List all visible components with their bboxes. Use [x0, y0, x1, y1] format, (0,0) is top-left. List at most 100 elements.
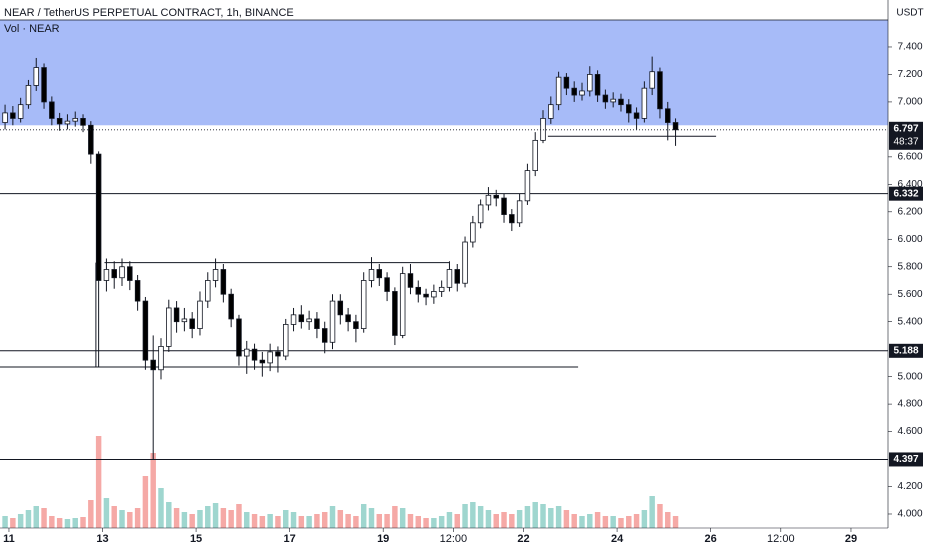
volume-bar: [236, 504, 242, 528]
candle-body: [197, 300, 203, 329]
volume-bar: [189, 514, 195, 528]
candle-body: [337, 300, 344, 316]
volume-bar: [485, 510, 492, 528]
candle-body: [649, 71, 655, 89]
volume-bar: [353, 516, 359, 528]
volume-bar: [376, 514, 383, 528]
volume-bar: [111, 506, 117, 528]
volume-bar: [142, 476, 149, 528]
candle-body: [298, 314, 305, 323]
candle-body: [181, 318, 188, 323]
candle-body: [485, 194, 492, 206]
volume-bar: [649, 496, 655, 528]
candle-body: [321, 328, 328, 343]
candle-body: [446, 269, 453, 288]
candle-body: [2, 112, 8, 123]
x-tick-label: 15: [190, 533, 202, 545]
volume-bar: [345, 514, 351, 528]
candle-body: [353, 321, 359, 329]
volume-bar: [548, 508, 554, 528]
volume-bar: [244, 512, 250, 528]
volume-bar: [462, 504, 468, 528]
volume-bar: [587, 514, 593, 528]
volume-bar: [516, 510, 523, 528]
level-marker: [889, 343, 923, 358]
level-marker: [889, 186, 923, 201]
volume-bar: [150, 453, 156, 528]
volume-bar: [41, 508, 47, 528]
candle-body: [314, 318, 320, 329]
candle-body: [509, 214, 515, 224]
overlay: 7.400 7.200 7.000 6.600 6.400 6.200 6.000 5.800…: [3, 42, 923, 545]
x-tick-label: 12:00: [767, 533, 795, 545]
volume-bar: [275, 516, 281, 528]
candle-body: [49, 101, 55, 119]
volume-bar: [25, 510, 32, 528]
volume-bar: [470, 502, 476, 528]
volume-bar: [321, 512, 328, 528]
candle-body: [657, 71, 663, 110]
last-price-label: 6.797: [893, 123, 918, 134]
candle-body: [142, 300, 149, 361]
candle-body: [17, 104, 24, 119]
y-tick-label: 4.200: [897, 481, 922, 492]
volume-bar: [672, 516, 679, 528]
candle-body: [626, 104, 632, 114]
volume-bar: [251, 514, 258, 528]
candle-body: [329, 300, 336, 343]
y-tick-label: 5.000: [897, 371, 922, 382]
volume-label: Vol · NEAR: [4, 23, 60, 35]
volume-bar: [454, 514, 460, 528]
candle-body: [166, 307, 172, 347]
volume-bar: [360, 504, 367, 528]
x-tick-label: 13: [96, 533, 108, 545]
candle-body: [10, 112, 16, 119]
volume-bar: [2, 516, 8, 528]
volume-bar: [509, 514, 515, 528]
volume-bar: [610, 516, 616, 528]
volume-bar: [127, 512, 133, 528]
candle-body: [477, 204, 484, 224]
candle-body: [282, 324, 289, 357]
candle-body: [150, 359, 156, 371]
candle-body: [438, 286, 445, 292]
candle-body: [80, 118, 86, 126]
volume-bar: [633, 514, 640, 528]
volume-bar: [665, 512, 671, 528]
volume-bar: [493, 514, 499, 528]
candle-body: [236, 318, 242, 357]
volume-bar: [158, 488, 164, 528]
volume-bar: [501, 512, 507, 528]
y-tick-label: 7.400: [897, 42, 922, 53]
volume-bar: [657, 504, 663, 528]
volume-bar: [267, 514, 273, 528]
candle-body: [641, 87, 648, 119]
volume-bar: [532, 502, 538, 528]
volume-bar: [555, 506, 562, 528]
y-tick-label: 7.000: [897, 97, 922, 108]
candle-body: [594, 74, 601, 96]
countdown-label: 48:37: [893, 136, 918, 147]
y-tick-label: 6.400: [897, 179, 922, 190]
volume-bar: [594, 512, 601, 528]
candle-body: [493, 194, 499, 199]
volume-bar: [477, 506, 484, 528]
volume-bar: [228, 510, 234, 528]
volume-bar: [10, 518, 16, 528]
volume-bar: [423, 518, 429, 528]
y-tick-label: 6.200: [897, 206, 922, 217]
volume-bar: [166, 502, 172, 528]
y-tick-label: 4.000: [897, 509, 922, 520]
candle-body: [173, 307, 180, 323]
y-tick-label: 7.200: [897, 69, 922, 80]
candle-body: [587, 74, 593, 92]
candle-body: [345, 314, 351, 323]
candle-body: [376, 269, 383, 279]
volume-bar: [384, 514, 390, 528]
volume-bar: [431, 518, 437, 528]
plot-area: [0, 19, 888, 528]
volume-bar: [56, 518, 63, 528]
candle-body: [431, 291, 437, 298]
volume-bar: [283, 510, 289, 528]
